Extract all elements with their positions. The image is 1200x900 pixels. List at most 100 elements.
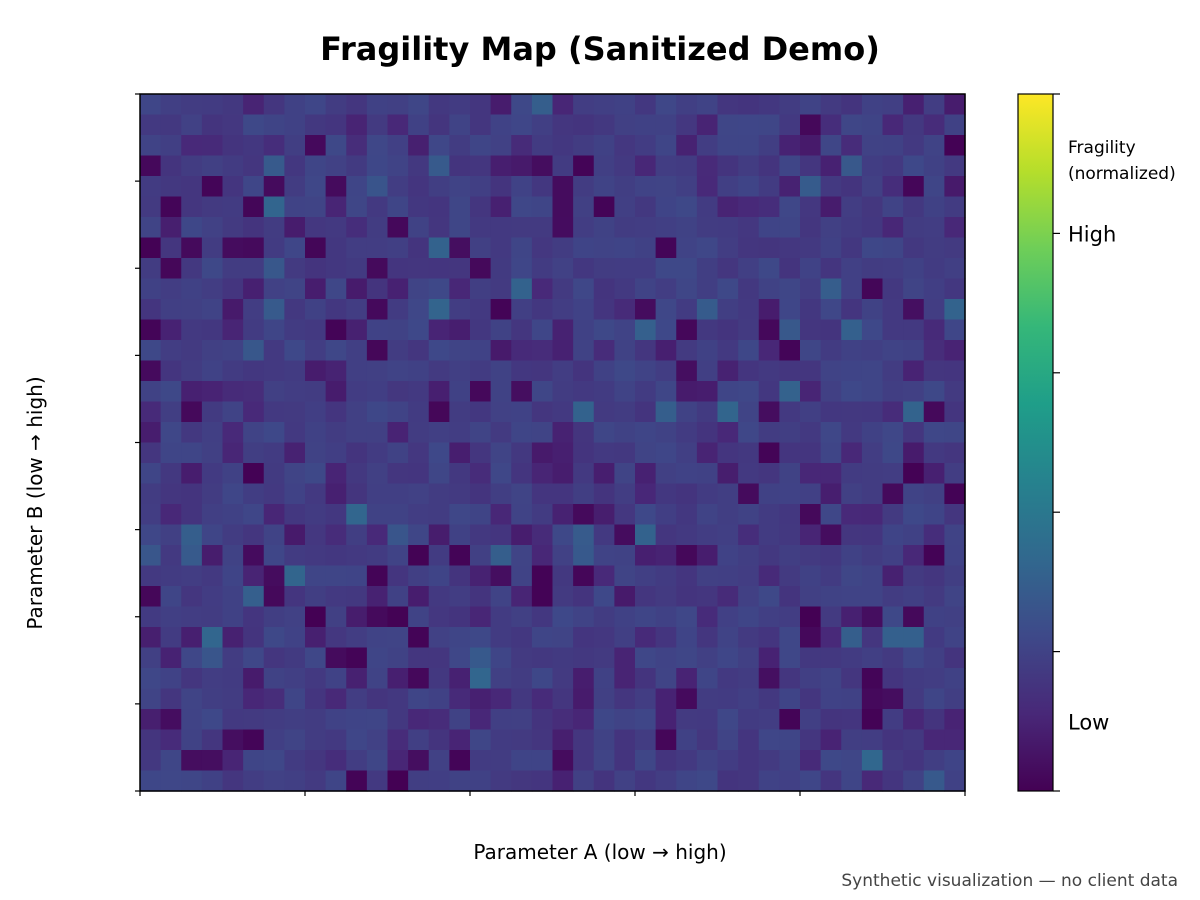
- heatmap-cell: [738, 94, 760, 116]
- heatmap-cell: [263, 483, 285, 505]
- heatmap-cell: [861, 647, 884, 669]
- heatmap-cell: [717, 627, 739, 649]
- heatmap-cell: [552, 668, 574, 690]
- heatmap-cell: [305, 545, 327, 567]
- heatmap-cell: [758, 422, 780, 444]
- heatmap-cell: [305, 586, 327, 608]
- heatmap-cell: [655, 401, 677, 423]
- heatmap-cell: [181, 217, 203, 239]
- heatmap-cell: [841, 381, 863, 403]
- heatmap-cell: [779, 504, 801, 526]
- heatmap-cell: [222, 729, 244, 751]
- heatmap-cell: [593, 135, 615, 157]
- colorbar-ticks: [1053, 93, 1060, 792]
- heatmap-cell: [923, 709, 945, 731]
- heatmap-cell: [614, 176, 636, 198]
- heatmap-cell: [676, 155, 698, 177]
- heatmap-cell: [944, 688, 966, 710]
- heatmap-cell: [305, 729, 327, 751]
- heatmap-cell: [201, 504, 224, 526]
- heatmap-cell: [903, 155, 925, 177]
- heatmap-cell: [944, 258, 966, 280]
- heatmap-cell: [573, 524, 595, 546]
- heatmap-cell: [325, 360, 347, 382]
- heatmap-cell: [696, 114, 719, 136]
- heatmap-cell: [800, 483, 822, 505]
- heatmap-cell: [820, 155, 842, 177]
- heatmap-cell: [738, 770, 760, 792]
- heatmap-cell: [387, 565, 409, 587]
- heatmap-cell: [181, 237, 203, 259]
- heatmap-cell: [511, 750, 533, 772]
- heatmap-cell: [531, 504, 554, 526]
- heatmap-cell: [820, 750, 842, 772]
- heatmap-cell: [552, 729, 574, 751]
- heatmap-cell: [923, 360, 945, 382]
- heatmap-cell: [717, 442, 739, 464]
- heatmap-cell: [779, 463, 801, 485]
- heatmap-cell: [160, 258, 182, 280]
- heatmap-cell: [882, 360, 904, 382]
- heatmap-cell: [800, 422, 822, 444]
- heatmap-cell: [614, 155, 636, 177]
- heatmap-cell: [284, 750, 306, 772]
- heatmap-cell: [820, 668, 842, 690]
- heatmap-cell: [923, 627, 945, 649]
- heatmap-cell: [573, 217, 595, 239]
- heatmap-cell: [758, 627, 780, 649]
- heatmap-cell: [325, 729, 347, 751]
- heatmap-cell: [490, 135, 512, 157]
- heatmap-cell: [593, 176, 615, 198]
- heatmap-cell: [552, 422, 574, 444]
- heatmap-cell: [428, 524, 450, 546]
- heatmap-cell: [676, 565, 698, 587]
- heatmap-cell: [944, 381, 966, 403]
- heatmap-cell: [490, 483, 512, 505]
- heatmap-cell: [779, 627, 801, 649]
- heatmap-cell: [779, 729, 801, 751]
- heatmap-cell: [717, 114, 739, 136]
- heatmap-cell: [593, 770, 615, 792]
- heatmap-cell: [841, 729, 863, 751]
- heatmap-cell: [222, 94, 244, 116]
- heatmap-cell: [655, 709, 677, 731]
- heatmap-cell: [284, 606, 306, 628]
- heatmap-cell: [428, 114, 450, 136]
- heatmap-cell: [738, 340, 760, 362]
- heatmap-cell: [573, 463, 595, 485]
- heatmap-cell: [490, 504, 512, 526]
- heatmap-cell: [593, 114, 615, 136]
- heatmap-cell: [366, 688, 389, 710]
- heatmap-cell: [181, 196, 203, 218]
- heatmap-cell: [511, 401, 533, 423]
- heatmap-cell: [325, 381, 347, 403]
- heatmap-cell: [387, 463, 409, 485]
- heatmap-cell: [222, 647, 244, 669]
- heatmap-cell: [841, 360, 863, 382]
- heatmap-cell: [263, 565, 285, 587]
- heatmap-cell: [820, 524, 842, 546]
- heatmap-cell: [428, 442, 450, 464]
- heatmap-cell: [717, 319, 739, 341]
- heatmap-cell: [903, 360, 925, 382]
- heatmap-cell: [861, 668, 884, 690]
- heatmap-cell: [820, 176, 842, 198]
- heatmap-cell: [738, 729, 760, 751]
- heatmap-cell: [676, 237, 698, 259]
- heatmap-cell: [263, 606, 285, 628]
- heatmap-cell: [449, 627, 471, 649]
- heatmap-cell: [449, 647, 471, 669]
- heatmap-cell: [531, 196, 554, 218]
- heatmap-cell: [696, 135, 719, 157]
- heatmap-cell: [944, 524, 966, 546]
- heatmap-cell: [655, 319, 677, 341]
- heatmap-cell: [882, 586, 904, 608]
- heatmap-cell: [201, 196, 224, 218]
- heatmap-cell: [841, 196, 863, 218]
- heatmap-cell: [243, 401, 265, 423]
- heatmap-cell: [470, 401, 492, 423]
- heatmap-cell: [346, 340, 368, 362]
- heatmap-cell: [882, 94, 904, 116]
- heatmap-cell: [820, 770, 842, 792]
- heatmap-cell: [903, 258, 925, 280]
